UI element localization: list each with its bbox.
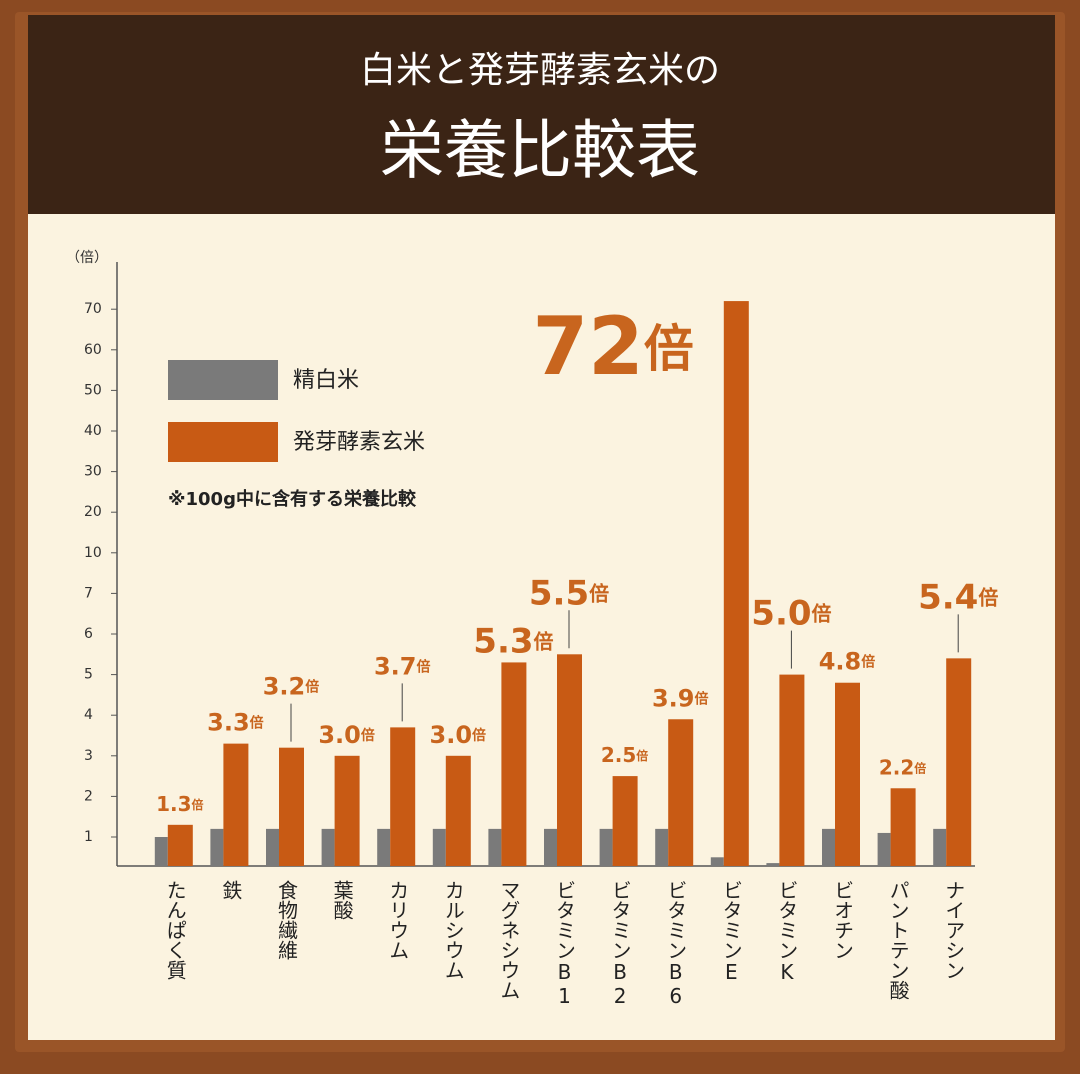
bar bbox=[544, 828, 557, 866]
x-tick-label: ビオチン bbox=[831, 880, 855, 960]
legend-label: 発芽酵素玄米 bbox=[293, 430, 425, 455]
chart-subtitle: 栄養比較表 bbox=[380, 115, 700, 189]
legend-swatch bbox=[168, 360, 278, 400]
x-tick-label: ビタミンK bbox=[775, 880, 799, 984]
value-label: 5.5倍 bbox=[529, 573, 609, 613]
y-tick-label: 3 bbox=[84, 748, 93, 764]
y-axis-label: （倍） bbox=[66, 250, 108, 266]
y-tick-label: 30 bbox=[84, 464, 102, 480]
legend-label: 精白米 bbox=[293, 368, 359, 393]
bar bbox=[432, 828, 446, 866]
value-label: 3.9倍 bbox=[652, 684, 709, 712]
y-tick-label: 40 bbox=[84, 423, 102, 439]
bar bbox=[933, 828, 947, 866]
value-label: 72倍 bbox=[532, 300, 693, 393]
y-tick-label: 10 bbox=[84, 545, 102, 561]
bar bbox=[445, 755, 471, 866]
header bbox=[28, 15, 1055, 214]
value-label: 3.2倍 bbox=[263, 673, 320, 701]
value-label: 2.2倍 bbox=[879, 755, 926, 779]
value-label: 5.0倍 bbox=[751, 593, 831, 633]
bar bbox=[557, 654, 582, 866]
bar bbox=[167, 824, 193, 866]
value-label: 5.4倍 bbox=[918, 577, 998, 617]
bar bbox=[377, 828, 391, 866]
chart-title: 白米と発芽酵素玄米の bbox=[360, 50, 720, 91]
bar bbox=[946, 658, 972, 866]
x-tick-label: カリウム bbox=[386, 880, 410, 960]
bar bbox=[210, 828, 224, 866]
x-tick-label: ナイアシン bbox=[942, 880, 966, 980]
x-tick-label: ビタミンB2 bbox=[608, 880, 632, 1008]
bar bbox=[766, 863, 780, 866]
panel bbox=[28, 214, 1055, 1040]
x-tick-label: 鉄 bbox=[219, 880, 243, 900]
y-tick-label: 6 bbox=[84, 626, 93, 642]
bar bbox=[890, 788, 916, 866]
y-tick-label: 4 bbox=[84, 707, 93, 723]
x-tick-label: ビタミンE bbox=[719, 880, 743, 984]
bar bbox=[822, 828, 835, 866]
y-tick-label: 5 bbox=[84, 667, 93, 683]
y-tick-label: 20 bbox=[84, 504, 102, 520]
note: ※100g中に含有する栄養比較 bbox=[168, 488, 417, 510]
value-label: 3.7倍 bbox=[374, 652, 431, 680]
bar bbox=[655, 828, 669, 866]
value-label: 1.3倍 bbox=[156, 791, 203, 815]
x-tick-label: たんぱく質 bbox=[163, 880, 187, 980]
bar bbox=[779, 674, 805, 866]
bar bbox=[599, 828, 613, 866]
value-label: 3.0倍 bbox=[318, 721, 375, 749]
bar bbox=[835, 682, 860, 866]
bar bbox=[501, 662, 527, 866]
y-tick-label: 7 bbox=[84, 585, 93, 601]
y-tick-label: 2 bbox=[84, 788, 93, 804]
y-tick-label: 70 bbox=[84, 301, 102, 317]
bar bbox=[390, 727, 416, 866]
x-tick-label: 食物繊維 bbox=[275, 880, 299, 960]
value-label: 2.5倍 bbox=[601, 743, 648, 767]
value-label: 5.3倍 bbox=[473, 621, 553, 661]
bar bbox=[488, 828, 502, 866]
x-tick-label: カルシウム bbox=[441, 880, 465, 980]
bar bbox=[223, 743, 249, 866]
legend-swatch bbox=[168, 422, 278, 462]
bar bbox=[710, 857, 724, 866]
x-tick-label: ビタミンB6 bbox=[664, 880, 688, 1008]
bar bbox=[877, 832, 891, 866]
x-tick-label: 葉酸 bbox=[330, 880, 354, 920]
y-tick-label: 50 bbox=[84, 382, 102, 398]
x-tick-label: マグネシウム bbox=[497, 880, 521, 1000]
value-label: 3.0倍 bbox=[430, 721, 487, 749]
y-tick-label: 1 bbox=[84, 829, 93, 845]
value-label: 3.3倍 bbox=[207, 709, 264, 737]
bar bbox=[266, 828, 279, 866]
x-tick-label: パントテン酸 bbox=[886, 880, 910, 1000]
bar bbox=[154, 837, 168, 866]
bar bbox=[612, 776, 638, 866]
bar bbox=[321, 828, 335, 866]
bar bbox=[723, 301, 749, 867]
value-label: 4.8倍 bbox=[819, 648, 876, 676]
bar bbox=[334, 755, 360, 866]
y-tick-label: 60 bbox=[84, 342, 102, 358]
x-tick-label: ビタミンB1 bbox=[553, 880, 577, 1008]
bar bbox=[668, 719, 694, 866]
bar bbox=[279, 747, 304, 866]
